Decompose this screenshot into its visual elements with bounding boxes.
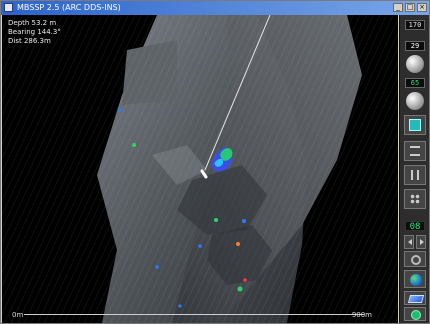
titlebar[interactable]: MBSSP 2.5 (ARC DDS-INS) _ □ × [1,1,429,15]
globe-button[interactable] [404,270,426,288]
sonar-return-green [220,148,233,161]
maximize-button[interactable]: □ [405,3,415,12]
gain-knob[interactable] [406,55,424,73]
layers-icon [407,295,425,303]
control-panel: 170 29 65 08 [399,15,429,323]
gear-button[interactable] [404,251,426,267]
return-dot-4 [236,242,240,246]
ridge-highlight [152,145,207,185]
ridge-shadow-1 [177,165,267,235]
app-icon [4,3,13,12]
return-dot-1 [132,143,136,147]
pause-button[interactable] [404,165,426,185]
return-dot-8 [155,265,159,269]
depth-readout: Depth 53.2 m [8,19,57,27]
return-dot-10 [178,304,182,308]
return-dot-2 [118,108,122,112]
top-readout: 170 [405,20,425,30]
track-line [204,15,271,171]
right-arrow-button[interactable] [416,235,426,249]
square-button[interactable] [404,115,426,135]
ridge-shadow-2 [207,225,272,285]
pause-button-icon [411,170,419,180]
distance-readout: Dist 286.3m [8,37,51,45]
stripe-overlay [2,15,398,323]
return-dot-5 [214,218,218,222]
sonar-map-viewport[interactable]: Depth 53.2 m Bearing 144.3° Dist 286.3m … [2,15,398,323]
dots-button[interactable] [404,189,426,209]
return-dot-9 [198,244,202,248]
close-button[interactable]: × [417,3,427,12]
ok-icon [411,310,421,320]
lcd-readout: 08 [405,221,425,232]
lines-button-icon [410,146,420,156]
left-arrow-button[interactable] [404,235,414,249]
minimize-button[interactable]: _ [393,3,403,12]
digit-readout-1: 29 [405,41,425,51]
scale-bar [24,314,364,315]
track-marker [200,169,208,179]
square-button-icon [409,119,421,131]
return-dot-6 [237,286,243,292]
lines-button[interactable] [404,141,426,161]
sonar-return-cyan [214,158,224,167]
scale-left-label: 0m [12,311,24,319]
gear-icon [411,255,421,265]
right-arrow-icon [420,239,424,245]
window-title: MBSSP 2.5 (ARC DDS-INS) [17,3,121,12]
position-readout: Depth 53.2 m Bearing 144.3° Dist 286.3m [8,19,61,46]
ok-button[interactable] [404,307,426,321]
return-dot-7 [243,278,247,282]
return-dot-3 [242,219,246,223]
bathymetry-map[interactable] [2,15,398,323]
digit-readout-2: 65 [405,78,425,88]
left-arrow-icon [408,239,412,245]
window-controls: _ □ × [393,3,427,12]
bearing-readout: Bearing 144.3° [8,28,61,36]
dots-button-icon [410,194,420,204]
scale-right-label: 900m [351,311,372,319]
globe-icon [410,274,422,286]
layers-button[interactable] [404,291,426,305]
range-knob[interactable] [406,92,424,110]
